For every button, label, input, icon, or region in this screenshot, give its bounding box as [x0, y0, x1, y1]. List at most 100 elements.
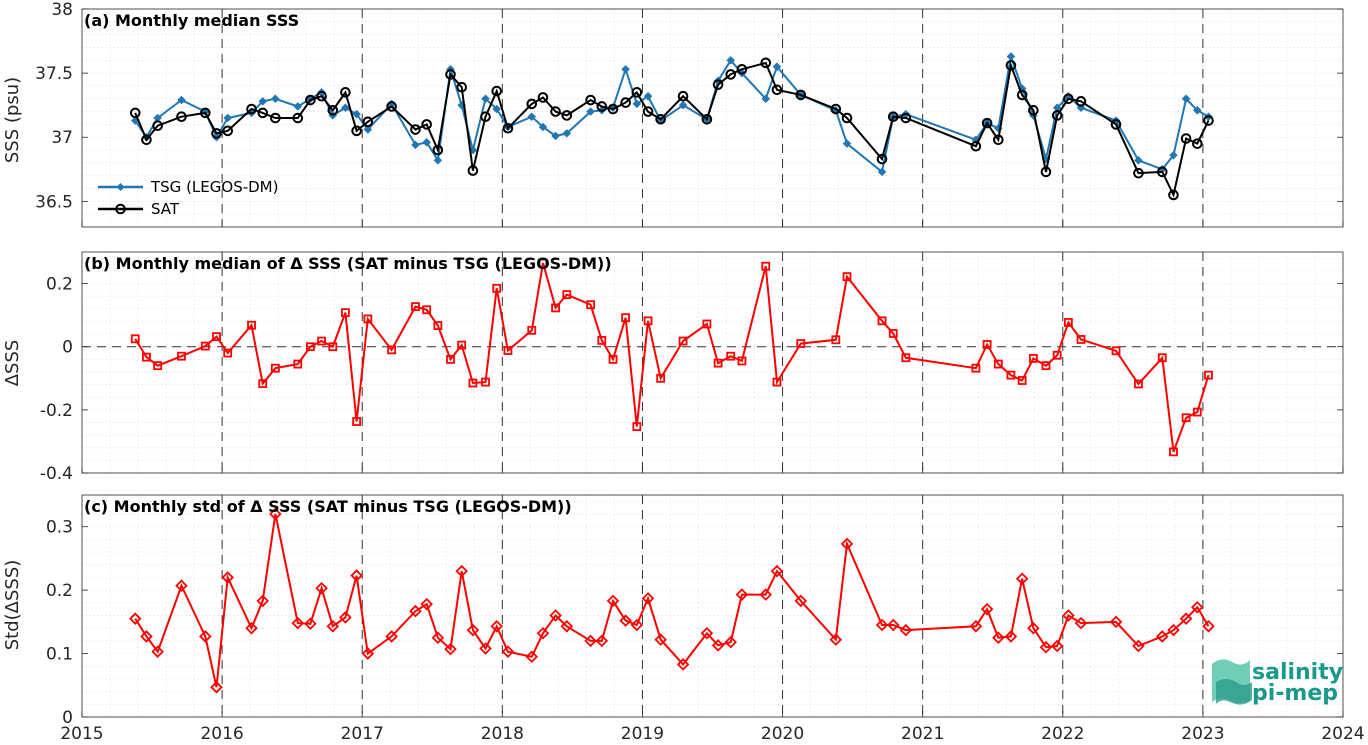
data-point — [128, 612, 142, 625]
data-point — [586, 300, 596, 310]
data-point — [527, 325, 537, 335]
data-point — [1111, 346, 1121, 356]
x-tick-label: 2015 — [60, 724, 103, 744]
panel-a-grid — [82, 9, 1343, 227]
data-point — [466, 623, 480, 637]
data-point — [1076, 335, 1086, 344]
data-point — [606, 594, 620, 608]
data-point — [901, 353, 911, 363]
data-point — [257, 107, 269, 119]
data-point — [223, 348, 233, 358]
data-point — [327, 105, 339, 116]
data-point — [794, 594, 808, 608]
data-point — [702, 319, 712, 329]
data-point — [1169, 447, 1178, 457]
data-point — [632, 422, 642, 431]
panel-a-frame — [81, 8, 1344, 228]
data-point — [433, 155, 443, 165]
panel-b-y-axis-label: ΔSSS — [2, 340, 23, 387]
data-point — [258, 379, 268, 389]
data-point — [129, 107, 141, 119]
data-point — [410, 124, 421, 135]
data-point — [176, 111, 187, 123]
data-point — [725, 69, 737, 80]
data-point — [199, 630, 212, 643]
data-point — [621, 64, 630, 74]
data-point — [770, 564, 784, 578]
panel-b-series — [130, 258, 1213, 457]
data-point — [992, 631, 1005, 644]
data-point — [1005, 60, 1017, 71]
data-point — [761, 94, 771, 104]
data-point — [1181, 94, 1191, 104]
data-point — [1179, 612, 1193, 625]
data-point — [422, 305, 432, 315]
data-point — [525, 650, 539, 664]
data-point — [315, 581, 328, 595]
data-point — [900, 112, 912, 124]
data-point — [245, 621, 258, 635]
data-point — [842, 272, 852, 282]
data-point — [970, 140, 982, 152]
data-point — [527, 112, 537, 122]
data-point — [538, 258, 548, 268]
data-point — [1204, 370, 1213, 380]
data-point — [584, 634, 597, 648]
data-point — [341, 103, 350, 113]
panel-c-y-ticks: 0 0.1 0.2 0.3 — [46, 518, 1344, 728]
data-point — [339, 611, 352, 624]
data-point — [502, 122, 514, 134]
y-tick-label: 0.2 — [46, 581, 73, 601]
data-point — [211, 128, 222, 139]
data-point — [981, 117, 993, 129]
y-tick-label: 0.3 — [46, 518, 73, 538]
data-point — [700, 627, 714, 640]
data-point — [982, 340, 992, 349]
data-point — [468, 378, 478, 388]
x-tick-label: 2024 — [1321, 724, 1364, 744]
data-point — [411, 302, 420, 312]
data-point — [656, 373, 666, 383]
data-point — [829, 633, 843, 646]
data-point — [341, 308, 350, 318]
data-point — [842, 139, 852, 149]
data-point — [177, 351, 186, 361]
data-point — [1015, 572, 1029, 585]
data-point — [199, 107, 211, 119]
data-point — [562, 290, 572, 300]
panel-a-y-axis-label: SSS (psu) — [2, 77, 23, 163]
logo-line-2: pi-mep — [1252, 681, 1338, 706]
series-line — [134, 61, 1210, 198]
data-point — [352, 417, 362, 426]
data-point — [726, 55, 736, 65]
y-tick-label: 37 — [51, 128, 73, 148]
logo-wave-graphic-dark — [1216, 679, 1252, 705]
data-point — [270, 94, 280, 104]
data-point — [270, 363, 280, 373]
y-tick-label: 0 — [62, 338, 73, 358]
data-point — [422, 138, 432, 147]
data-point — [491, 85, 503, 97]
data-point — [492, 283, 502, 293]
data-point — [551, 303, 560, 313]
data-point — [361, 647, 375, 660]
data-point — [1041, 361, 1051, 371]
data-point — [1039, 640, 1053, 654]
data-point — [291, 616, 305, 630]
data-point — [831, 335, 841, 345]
y-tick-label: -0.4 — [40, 464, 73, 484]
data-point — [1027, 621, 1040, 635]
data-point — [830, 103, 842, 115]
data-point — [258, 96, 268, 106]
data-point — [1050, 639, 1064, 653]
data-point — [1006, 370, 1016, 380]
data-point — [200, 341, 210, 351]
data-point — [480, 111, 491, 123]
data-point — [305, 94, 316, 106]
data-point — [1052, 350, 1062, 360]
data-point — [607, 103, 619, 115]
data-point — [969, 620, 983, 633]
data-point — [130, 334, 140, 344]
data-point — [1134, 379, 1143, 389]
data-point — [1028, 353, 1038, 363]
